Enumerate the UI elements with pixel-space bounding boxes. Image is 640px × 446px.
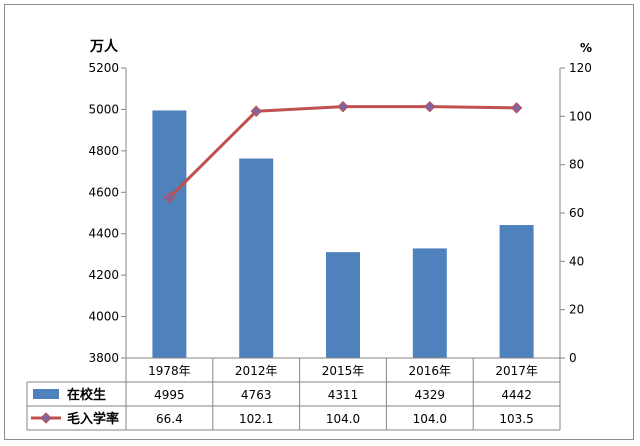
legend-line-marker [40,412,52,424]
category-label: 2017年 [495,364,538,378]
left-tick-label: 3800 [88,351,119,365]
right-tick-label: 40 [569,254,584,268]
right-tick-label: 120 [569,61,592,75]
left-tick-label: 4000 [88,310,119,324]
left-tick-label: 5200 [88,61,119,75]
line-series-rate [168,105,517,199]
legend-bar-name: 在校生 [67,387,106,403]
table-cell-rate: 104.0 [413,412,447,426]
table-cell-students: 4311 [328,388,359,402]
legend-line-name: 毛入学率 [67,411,119,427]
bar-1978年 [152,110,187,358]
table-cell-rate: 104.0 [326,412,360,426]
left-tick-label: 4800 [88,144,119,158]
category-label: 1978年 [148,364,191,378]
left-tick-label: 4200 [88,268,119,282]
right-tick-label: 60 [569,206,584,220]
right-tick-label: 0 [569,351,577,365]
line-marker-2012年 [250,105,262,117]
left-tick-label: 4400 [88,227,119,241]
bar-2017年 [499,225,534,358]
bar-2016年 [412,248,447,358]
left-tick-label: 4600 [88,185,119,199]
line-marker-2017年 [510,102,523,114]
table-cell-rate: 66.4 [156,412,183,426]
left-tick-label: 5000 [88,102,119,116]
bar-2012年 [239,158,274,358]
right-tick-label: 100 [569,109,592,123]
chart-frame: 万人 % 3800 4000 4200 4400 4600 4800 5000 5200 0 2… [4,4,634,440]
line-marker-2015年 [337,100,349,113]
table-cell-students: 4329 [415,388,446,402]
table-cell-rate: 102.1 [239,412,273,426]
table-cell-students: 4442 [501,388,532,402]
right-tick-label: 80 [569,158,584,172]
line-marker-1978年 [163,191,176,204]
category-label: 2015年 [322,364,365,378]
table-cell-students: 4763 [241,388,272,402]
table-cell-rate: 103.5 [499,412,533,426]
bar-2015年 [326,252,360,358]
left-axis-unit: 万人 [89,38,119,55]
category-label: 2016年 [409,364,452,378]
right-axis-unit: % [580,41,592,55]
table-cell-students: 4995 [154,388,185,402]
combo-chart: 万人 % 3800 4000 4200 4400 4600 4800 5000 5200 0 2… [26,38,592,431]
legend-bar-swatch [33,389,59,399]
right-tick-label: 20 [569,303,584,317]
line-marker-2016年 [424,100,436,113]
category-label: 2012年 [235,364,278,378]
